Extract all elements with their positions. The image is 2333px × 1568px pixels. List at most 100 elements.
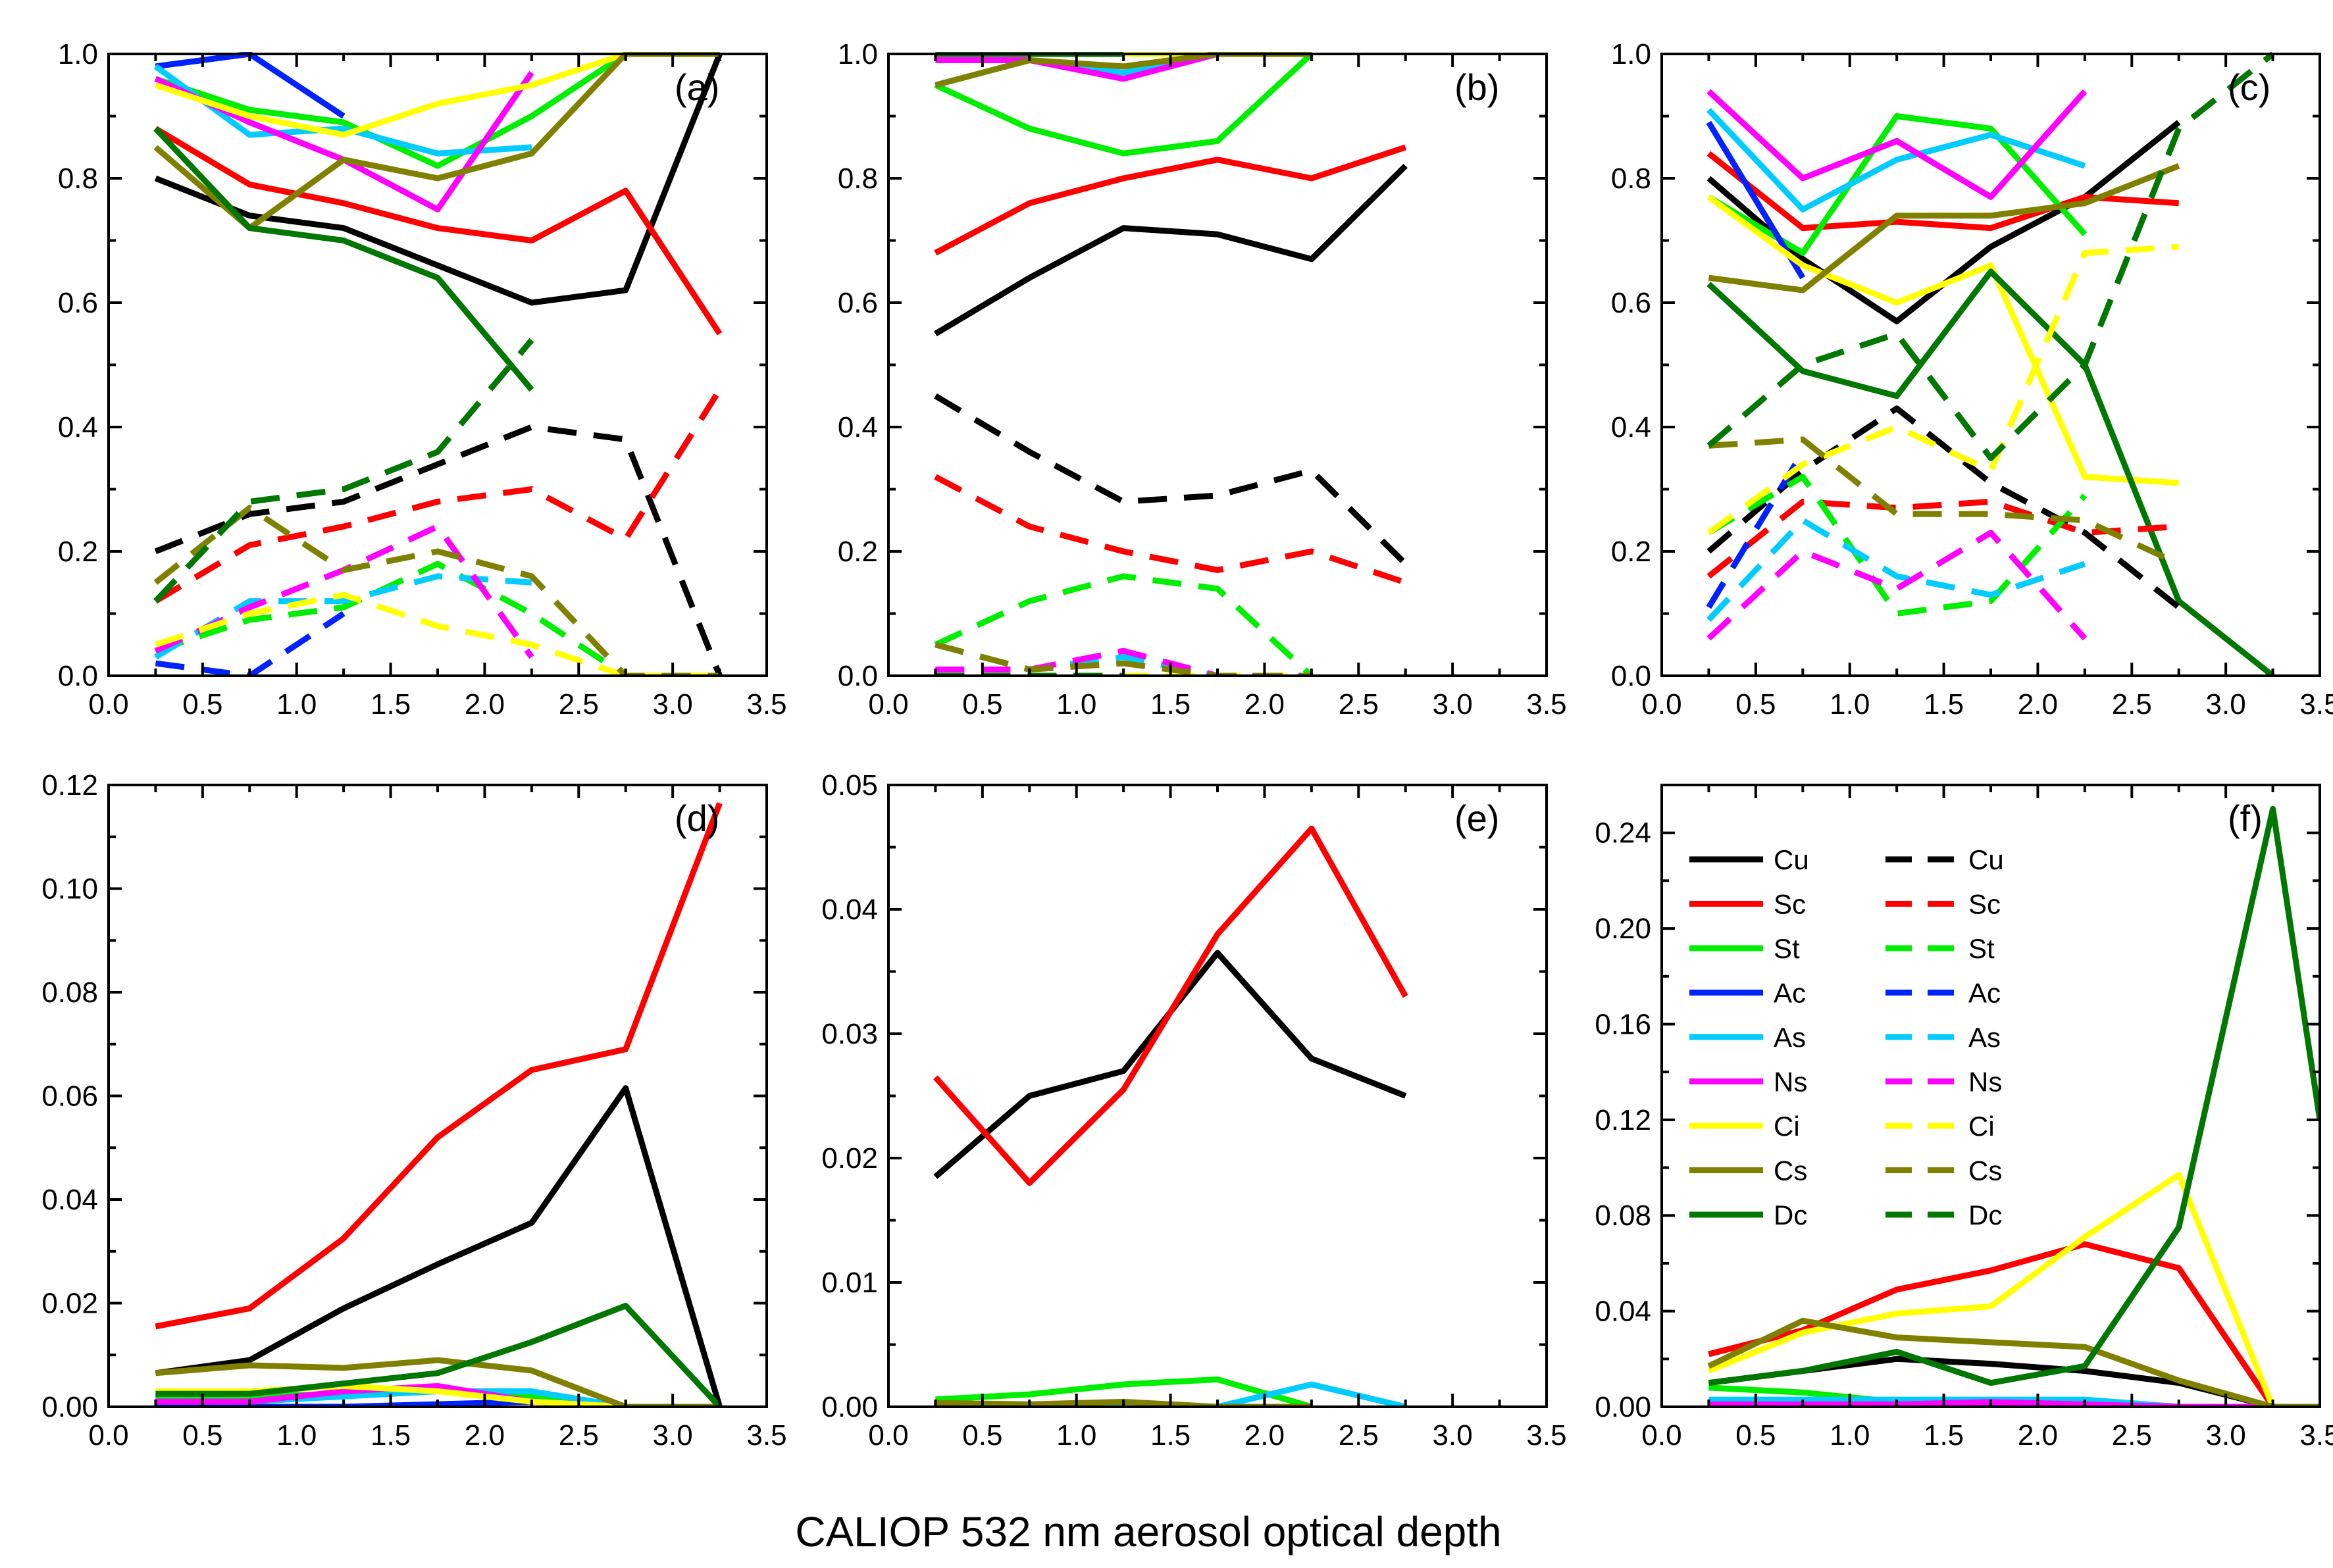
panel-label: (f): [2228, 797, 2263, 839]
x-tick-label: 0.0: [88, 688, 128, 721]
series-st-dashed: [1707, 474, 2088, 617]
y-tick-label: 0.4: [1611, 411, 1651, 443]
x-tick-label: 1.0: [276, 1419, 317, 1452]
x-tick-label: 2.0: [2018, 688, 2058, 721]
series-sc-solid: [154, 126, 723, 336]
x-tick-label: 2.5: [559, 688, 599, 721]
x-tick-label: 3.0: [653, 1419, 693, 1452]
series-ns-solid: [1706, 89, 2088, 200]
legend: Cu Cu Sc Sc St St Ac Ac As As Ns Ns Ci Ci Cs Cs Dc Dc: [1689, 844, 2004, 1230]
series-group: [153, 52, 723, 677]
series-sc-solid: [934, 144, 1407, 256]
x-tick-label: 2.0: [2018, 1419, 2058, 1452]
x-tick-label: 3.5: [746, 1419, 786, 1452]
y-tick-label: 0.0: [58, 660, 98, 692]
y-tick-label: 0.00: [1595, 1391, 1651, 1423]
series-dc-dashed: [1706, 52, 2275, 461]
series-as-solid: [1706, 107, 2086, 213]
x-tick-label: 1.5: [1150, 688, 1191, 721]
y-tick-label: 1.0: [1611, 38, 1651, 70]
series-st-dashed: [934, 573, 1314, 677]
x-tick-label: 3.0: [653, 688, 693, 721]
x-tick-label: 0.0: [1641, 1419, 1681, 1452]
legend-label: Cs: [1968, 1155, 2002, 1186]
series-sc-solid: [933, 825, 1408, 1186]
y-tick-label: 0.04: [821, 894, 878, 926]
y-tick-label: 0.2: [58, 536, 98, 568]
series-cu-dashed: [934, 393, 1408, 567]
x-tick-label: 0.0: [868, 688, 908, 721]
series-ci-dashed: [1706, 243, 2179, 536]
legend-label: As: [1968, 1022, 2001, 1053]
y-tick-label: 0.08: [1595, 1200, 1651, 1232]
y-tick-label: 0.06: [41, 1080, 98, 1113]
series-ns-dashed: [1706, 530, 2088, 641]
series-dc-solid: [153, 126, 534, 392]
x-tick-label: 3.5: [1526, 688, 1566, 721]
y-tick-label: 0.24: [1595, 817, 1651, 849]
y-tick-label: 0.2: [838, 536, 878, 568]
legend-label: Cu: [1968, 844, 2004, 875]
series-cu-solid: [933, 949, 1407, 1179]
y-tick-label: 0.0: [1611, 660, 1651, 692]
y-tick-label: 1.0: [838, 38, 878, 70]
panel-label: (b): [1454, 66, 1499, 108]
x-tick-label: 0.0: [868, 1419, 908, 1452]
series-cu-dashed: [154, 424, 723, 677]
x-tick-label: 1.0: [1830, 1419, 1870, 1452]
panel-f: 0.0 0.5 1.0 1.5 2.0 2.5 3.0 3.5 0.00 0.04 0.08 0.12…: [1595, 784, 2333, 1452]
legend-label: Cu: [1774, 844, 1809, 875]
series-cs-dashed: [153, 505, 720, 677]
panel-b: 0.0 0.5 1.0 1.5 2.0 2.5 3.0 3.5 0.0 0.2 0.4 0.6 0.8 1…: [838, 38, 1567, 721]
y-tick-label: 0.6: [838, 287, 878, 319]
series-st-solid: [1707, 113, 2088, 256]
y-tick-label: 0.2: [1611, 536, 1651, 568]
x-tick-label: 2.0: [1244, 688, 1285, 721]
series-dc-solid: [1708, 805, 2321, 1386]
x-tick-label: 2.0: [465, 1419, 505, 1452]
series-group: [933, 825, 1408, 1408]
y-tick-label: 0.04: [41, 1184, 98, 1216]
legend-label: Ac: [1968, 978, 2001, 1009]
series-cs-solid: [1708, 163, 2180, 293]
series-sc-dashed: [934, 474, 1407, 586]
series-cu-solid: [934, 163, 1408, 337]
legend-label: Cs: [1774, 1155, 1807, 1186]
series-cu-solid: [155, 1085, 723, 1408]
panel-label: (c): [2228, 66, 2270, 108]
panels: 0.0 0.5 1.0 1.5 2.0 2.5 3.0 3.5 0.0 0.2 0.4 0.6 0.8 1…: [41, 38, 2333, 1452]
x-tick-label: 3.5: [1526, 1419, 1566, 1452]
x-tick-label: 2.5: [1339, 1419, 1379, 1452]
x-tick-label: 1.0: [1830, 688, 1870, 721]
y-tick-label: 0.12: [41, 769, 98, 801]
legend-label: Ns: [1774, 1067, 1807, 1098]
panel-d: 0.0 0.5 1.0 1.5 2.0 2.5 3.0 3.5 0.00 0.02 0.04 0.06…: [41, 769, 786, 1452]
series-ns-dashed: [935, 647, 1312, 677]
x-tick-label: 3.5: [2299, 688, 2333, 721]
plot-frame: [887, 784, 1548, 1408]
series-cs-dashed: [1708, 436, 2180, 567]
x-tick-label: 1.0: [1056, 1419, 1096, 1452]
x-tick-label: 0.5: [962, 1419, 1002, 1452]
legend-label: St: [1968, 933, 1995, 964]
series-dc-solid: [155, 1302, 722, 1408]
panel-label: (a): [675, 66, 719, 108]
x-tick-label: 0.5: [182, 688, 222, 721]
legend-label: Sc: [1774, 889, 1806, 920]
x-tick-label: 1.5: [371, 688, 411, 721]
y-tick-label: 0.16: [1595, 1008, 1651, 1040]
legend-label: Ci: [1968, 1111, 1995, 1142]
x-tick-label: 0.5: [1735, 1419, 1776, 1452]
x-tick-label: 2.5: [559, 1419, 599, 1452]
legend-label: Dc: [1774, 1200, 1807, 1230]
y-tick-label: 0.03: [821, 1018, 878, 1050]
y-tick-label: 0.6: [58, 287, 98, 319]
y-tick-label: 0.00: [41, 1391, 98, 1423]
x-tick-label: 3.0: [2206, 1419, 2246, 1452]
plot-frame: [887, 53, 1548, 677]
series-cu-solid: [154, 53, 723, 306]
x-tick-label: 0.0: [1641, 688, 1681, 721]
x-tick-label: 2.5: [2112, 688, 2152, 721]
x-tick-label: 1.5: [371, 1419, 411, 1452]
